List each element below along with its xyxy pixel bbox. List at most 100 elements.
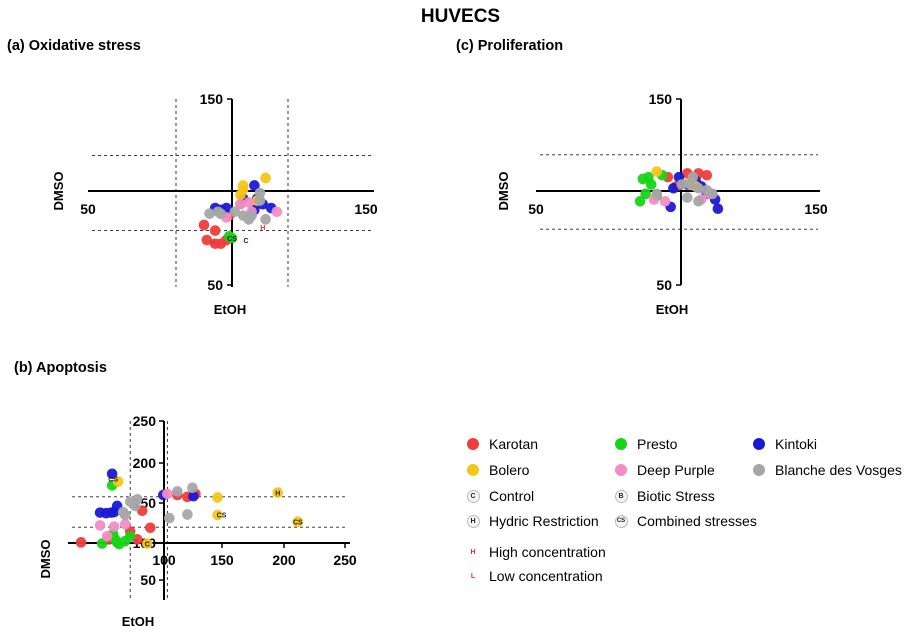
legend-label: Deep Purple [637, 462, 715, 478]
legend-item-deep-purple: Deep Purple [614, 462, 715, 478]
data-point [687, 171, 699, 183]
x-tick-label: 200 [272, 552, 296, 568]
legend-item-low-concentration: L Low concentration [466, 568, 603, 584]
data-point [637, 173, 649, 185]
data-point [141, 538, 153, 549]
data-point [75, 537, 87, 548]
point-label: H [275, 491, 280, 498]
data-point [108, 521, 120, 532]
point-label: CS [293, 520, 303, 527]
legend-label: Combined stresses [637, 513, 757, 529]
y-axis-label: DMSO [38, 540, 53, 579]
data-point [271, 206, 283, 218]
y-tick-label: 50 [656, 277, 672, 293]
data-point [172, 486, 183, 497]
legend-item-bolero: Bolero [466, 462, 529, 478]
deep-purple-dot-icon [615, 464, 627, 476]
point-label: CS [108, 477, 118, 484]
data-point [164, 512, 175, 524]
panel-title-proliferation: (c) Proliferation [456, 38, 564, 54]
control-symbol-icon: C [466, 489, 480, 503]
data-point [651, 166, 663, 177]
legend-label: Control [489, 488, 535, 504]
x-tick-label: 150 [804, 201, 828, 217]
point-label: CS [227, 236, 237, 243]
x-tick-label: 250 [333, 552, 357, 568]
blanche-des-vosges-dot-icon [753, 464, 765, 476]
data-point [243, 197, 255, 208]
hydric-restriction-symbol-icon: H [466, 514, 480, 528]
data-point [243, 214, 255, 225]
legend-item-high-concentration: H High concentration [466, 544, 606, 560]
data-point [634, 196, 646, 207]
data-point [124, 496, 136, 508]
data-point [198, 219, 210, 231]
data-point [668, 182, 679, 194]
point-label: H [210, 240, 215, 247]
data-point [112, 476, 124, 487]
bolero-dot-icon [467, 464, 479, 476]
legend-item-blanche-des-vosges: Blanche des Vosges [752, 462, 902, 478]
data-point [117, 506, 129, 518]
data-point [162, 488, 173, 500]
x-axis-label: EtOH [656, 302, 689, 317]
data-point [144, 522, 156, 534]
figure-title: HUVECS [420, 6, 501, 27]
data-point [223, 230, 235, 242]
data-point [187, 482, 198, 494]
data-point [249, 180, 260, 191]
y-axis-label: DMSO [496, 172, 511, 211]
point-label: H [260, 225, 265, 232]
data-point [707, 188, 718, 200]
data-point [260, 172, 271, 184]
y-tick-label: 50 [207, 277, 223, 293]
legend-label: Blanche des Vosges [775, 462, 902, 478]
data-point [124, 530, 136, 542]
presto-dot-icon [615, 438, 627, 450]
legend: Karotan Presto Kintoki Bolero Deep Purpl… [462, 432, 921, 592]
y-axis-label: DMSO [51, 172, 66, 211]
data-point [260, 214, 271, 225]
y-tick-label: 150 [200, 91, 224, 107]
data-point [212, 509, 223, 521]
data-point [204, 208, 215, 219]
y-tick-label: 150 [649, 91, 673, 107]
point-label: C [145, 542, 150, 549]
data-point [237, 180, 249, 191]
data-point [640, 188, 651, 200]
point-label: CS [217, 512, 227, 519]
panel-title-oxidative-stress: (a) Oxidative stress [7, 38, 141, 54]
kintoki-dot-icon [753, 438, 765, 450]
data-point [701, 169, 713, 181]
data-point [651, 188, 663, 200]
x-axis-label: EtOH [214, 302, 247, 317]
legend-label: High concentration [489, 544, 606, 560]
legend-label: Karotan [489, 436, 539, 452]
legend-item-hydric-restriction: H Hydric Restriction [466, 513, 599, 529]
legend-label: Kintoki [775, 436, 818, 452]
panel-title-apoptosis: (b) Apoptosis [14, 360, 107, 376]
x-tick-label: 100 [152, 552, 176, 568]
legend-item-karotan: Karotan [466, 436, 538, 452]
data-point [119, 518, 131, 530]
data-point [215, 208, 227, 219]
y-tick-label: 250 [133, 413, 157, 429]
data-point [292, 516, 304, 528]
y-tick-label: 200 [133, 455, 157, 471]
data-point [94, 520, 106, 531]
data-point [94, 507, 106, 518]
data-point [712, 203, 724, 215]
data-point [101, 530, 113, 542]
data-point [659, 196, 671, 207]
combined-stresses-symbol-icon: CS [614, 514, 628, 528]
y-tick-label: 50 [140, 572, 156, 588]
legend-item-control: C Control [466, 488, 534, 504]
data-point [682, 192, 693, 203]
data-point [201, 234, 213, 246]
low-concentration-symbol-icon: L [470, 572, 476, 580]
legend-item-presto: Presto [614, 436, 677, 452]
legend-label: Low concentration [489, 568, 603, 584]
data-point [229, 206, 241, 218]
data-point [235, 198, 246, 210]
